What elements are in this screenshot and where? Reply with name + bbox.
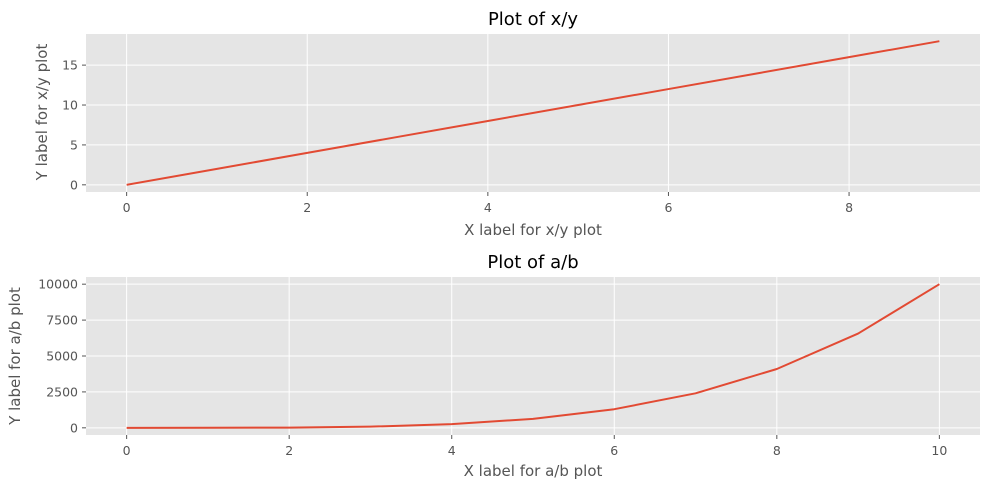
subplot-ab-xtick-label-1: 2 [285, 443, 293, 458]
subplot-ab-ticks: 0 2 4 6 8 10 0 2500 5000 7500 10000 [38, 277, 947, 458]
subplot-ab-ytick-label-1: 2500 [46, 384, 78, 399]
subplot-ab-ytick-label-0: 0 [70, 420, 78, 435]
subplot-ab-xtick-label-3: 6 [610, 443, 618, 458]
subplot-xy-ytick-label-0: 0 [70, 177, 78, 192]
subplot-xy-xlabel: X label for x/y plot [464, 221, 602, 239]
subplot-xy-ytick-label-3: 15 [62, 58, 78, 73]
subplot-ab-title: Plot of a/b [487, 252, 578, 273]
subplot-ab-ytick-label-4: 10000 [38, 277, 78, 292]
subplot-xy-lines [126, 40, 940, 186]
subplot-xy-xtick-label-4: 8 [845, 200, 853, 215]
subplot-xy-title: Plot of x/y [488, 9, 578, 30]
subplot-xy-ticks: 0 2 4 6 8 0 5 10 15 [62, 58, 853, 215]
subplot-xy-ytick-label-1: 5 [70, 137, 78, 152]
subplot-xy-xtick-label-0: 0 [123, 200, 131, 215]
subplot-xy-xtick-label-3: 6 [664, 200, 672, 215]
subplot-xy-ylabel: Y label for x/y plot [33, 44, 51, 182]
subplot-xy-series-line-0 [126, 40, 940, 186]
subplot-ab-series-line-0 [126, 283, 940, 429]
subplot-xy-ytick-label-2: 10 [62, 98, 78, 113]
subplot-ab-lines [126, 283, 940, 429]
subplot-ab-xtick-label-0: 0 [123, 443, 131, 458]
subplot-xy-xtick-label-1: 2 [303, 200, 311, 215]
subplot-xy-xtick-label-2: 4 [484, 200, 492, 215]
subplot-ab: Plot of a/b 0 2 4 6 8 10 0 2500 5000 7500 10000 X … [6, 252, 980, 480]
subplot-xy-grid [86, 34, 980, 192]
subplot-xy: Plot of x/y 0 2 4 6 8 0 5 10 15 X label for x/y … [33, 9, 980, 239]
subplot-ab-xtick-label-5: 10 [931, 443, 947, 458]
subplot-ab-ytick-label-2: 5000 [46, 349, 78, 364]
subplot-ab-ytick-label-3: 7500 [46, 313, 78, 328]
subplot-ab-xtick-label-2: 4 [448, 443, 456, 458]
subplot-ab-ylabel: Y label for a/b plot [6, 287, 24, 426]
subplot-ab-xtick-label-4: 8 [773, 443, 781, 458]
subplot-ab-xlabel: X label for a/b plot [464, 462, 603, 480]
